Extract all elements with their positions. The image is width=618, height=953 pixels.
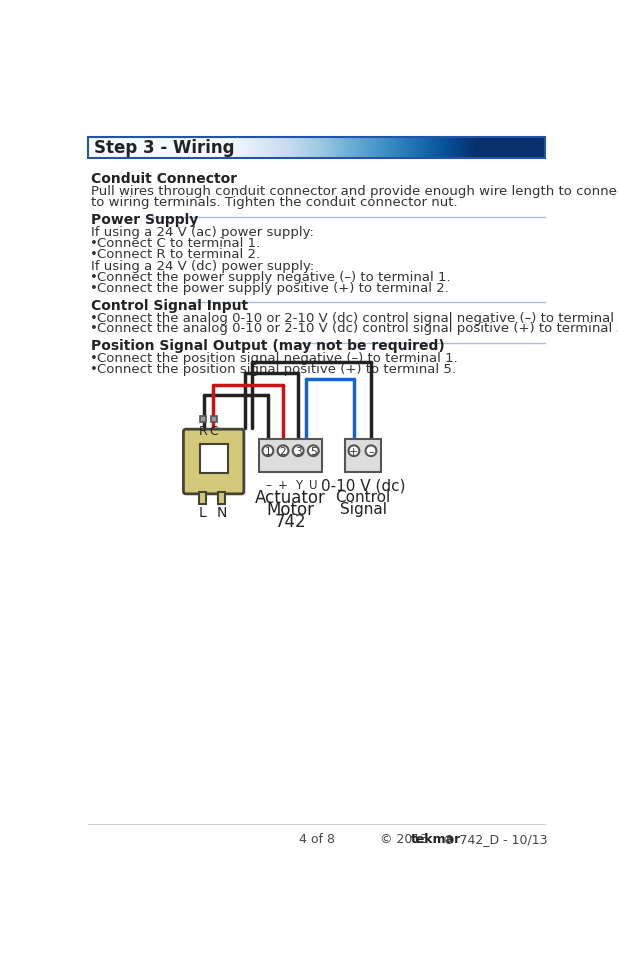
- Bar: [199, 492, 206, 504]
- Text: Control: Control: [336, 490, 391, 505]
- Text: N: N: [216, 506, 227, 520]
- Text: to wiring terminals. Tighten the conduit connector nut.: to wiring terminals. Tighten the conduit…: [91, 196, 458, 209]
- Text: Actuator: Actuator: [255, 489, 326, 507]
- Text: Step 3 - Wiring: Step 3 - Wiring: [95, 139, 235, 157]
- Text: –: –: [265, 478, 271, 491]
- Text: Connect the analog 0-10 or 2-10 V (dc) control signal positive (+) to terminal 3: Connect the analog 0-10 or 2-10 V (dc) c…: [98, 322, 618, 335]
- Bar: [88, 137, 545, 159]
- Text: Connect C to terminal 1.: Connect C to terminal 1.: [98, 236, 261, 250]
- Text: 1: 1: [265, 446, 271, 456]
- Text: •: •: [90, 363, 98, 375]
- Text: 742: 742: [274, 512, 306, 530]
- Bar: [200, 444, 227, 474]
- Text: Conduit Connector: Conduit Connector: [91, 172, 237, 186]
- Text: Connect the power supply negative (–) to terminal 1.: Connect the power supply negative (–) to…: [98, 271, 451, 283]
- Text: Motor: Motor: [266, 500, 315, 518]
- Bar: [211, 416, 217, 423]
- Text: •: •: [90, 352, 98, 365]
- Text: Position Signal Output (may not be required): Position Signal Output (may not be requi…: [91, 339, 445, 353]
- Text: Connect the power supply positive (+) to terminal 2.: Connect the power supply positive (+) to…: [98, 281, 449, 294]
- Text: ® 742_D - 10/13: ® 742_D - 10/13: [443, 832, 548, 845]
- Text: +: +: [349, 446, 358, 456]
- Bar: [200, 416, 206, 423]
- Text: •: •: [90, 271, 98, 283]
- Text: 0-10 V (dc): 0-10 V (dc): [321, 478, 405, 493]
- Text: L: L: [198, 506, 206, 520]
- Text: R: R: [198, 424, 207, 437]
- Text: •: •: [90, 281, 98, 294]
- Text: © 2013: © 2013: [379, 832, 431, 845]
- Text: 5: 5: [310, 446, 316, 456]
- Text: Connect R to terminal 2.: Connect R to terminal 2.: [98, 248, 261, 260]
- Text: tekmar: tekmar: [410, 832, 461, 845]
- Bar: [218, 492, 226, 504]
- Text: •: •: [90, 312, 98, 324]
- Circle shape: [263, 446, 273, 456]
- Circle shape: [349, 446, 359, 456]
- Text: Connect the position signal positive (+) to terminal 5.: Connect the position signal positive (+)…: [98, 363, 457, 375]
- Text: Power Supply: Power Supply: [91, 213, 198, 227]
- Text: Y: Y: [295, 478, 302, 491]
- Circle shape: [308, 446, 319, 456]
- Circle shape: [293, 446, 303, 456]
- Text: •: •: [90, 236, 98, 250]
- Text: 3: 3: [295, 446, 302, 456]
- Bar: [345, 439, 381, 472]
- Text: •: •: [90, 322, 98, 335]
- Bar: [258, 439, 322, 472]
- Circle shape: [277, 446, 289, 456]
- Text: 4 of 8: 4 of 8: [298, 832, 335, 845]
- Text: Signal: Signal: [340, 501, 387, 517]
- Text: C: C: [210, 424, 218, 437]
- Text: Connect the analog 0-10 or 2-10 V (dc) control signal negative (–) to terminal 1: Connect the analog 0-10 or 2-10 V (dc) c…: [98, 312, 618, 324]
- Text: 2: 2: [280, 446, 286, 456]
- Text: If using a 24 V (dc) power supply:: If using a 24 V (dc) power supply:: [91, 260, 315, 273]
- Text: U: U: [309, 478, 318, 491]
- Text: –: –: [368, 446, 374, 456]
- Text: If using a 24 V (ac) power supply:: If using a 24 V (ac) power supply:: [91, 226, 314, 239]
- Circle shape: [366, 446, 376, 456]
- Text: +: +: [278, 478, 288, 491]
- Text: Pull wires through conduit connector and provide enough wire length to connect: Pull wires through conduit connector and…: [91, 185, 618, 198]
- Text: •: •: [90, 248, 98, 260]
- FancyBboxPatch shape: [184, 430, 244, 495]
- Text: Connect the position signal negative (–) to terminal 1.: Connect the position signal negative (–)…: [98, 352, 458, 365]
- Text: Control Signal Input: Control Signal Input: [91, 298, 248, 313]
